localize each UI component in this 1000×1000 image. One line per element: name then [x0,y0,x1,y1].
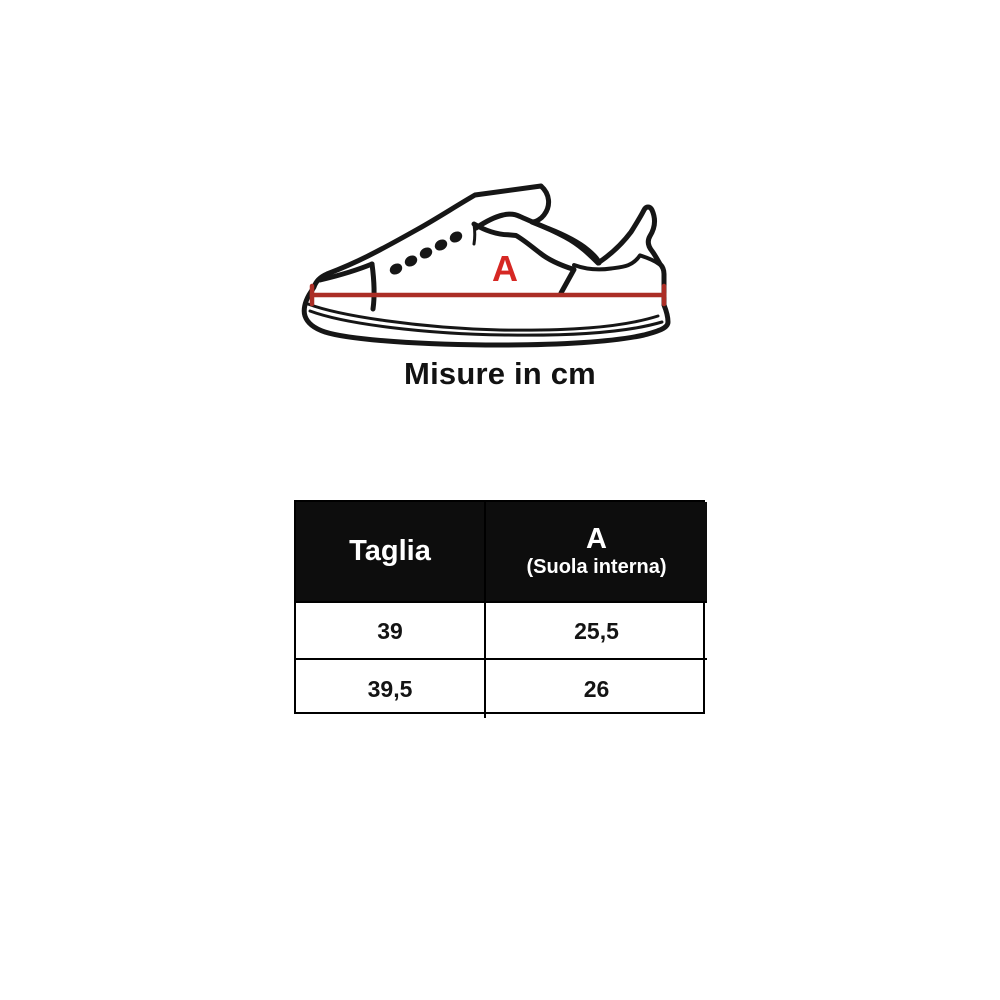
svg-text:A: A [492,248,518,289]
